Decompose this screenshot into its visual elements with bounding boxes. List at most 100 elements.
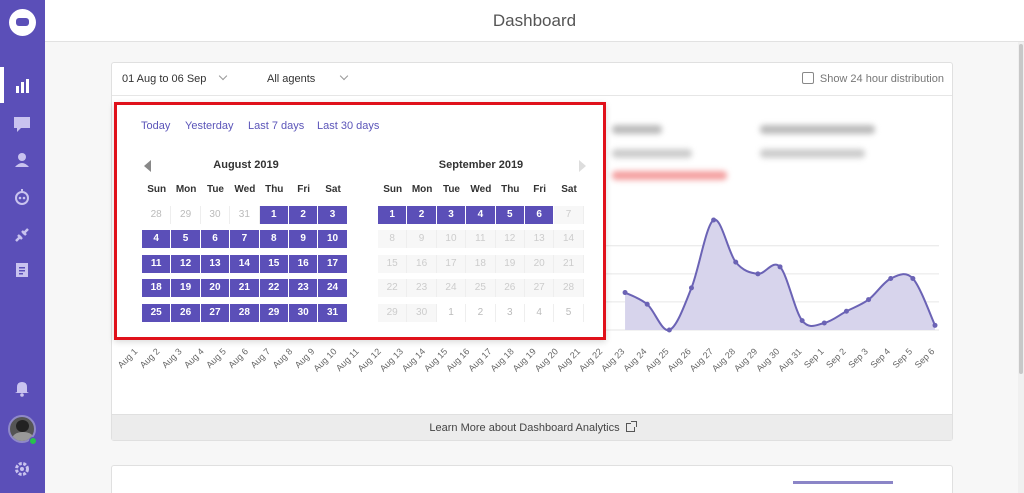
x-tick-label: Sep 3 — [846, 346, 870, 370]
calendar-day[interactable]: 4 — [142, 230, 172, 249]
external-link-icon — [625, 421, 637, 432]
x-tick-label: Sep 1 — [802, 346, 826, 370]
calendar-day[interactable]: 30 — [288, 303, 319, 322]
series-area — [625, 219, 935, 331]
calendar-day: 4 — [525, 303, 555, 322]
x-tick-label: Sep 2 — [824, 346, 848, 370]
calendar-day: 30 — [201, 205, 231, 224]
calendar-day[interactable]: 5 — [171, 230, 201, 249]
weekday-header: Sat — [325, 184, 341, 195]
calendar-day[interactable]: 9 — [288, 230, 319, 249]
calendar-day[interactable]: 22 — [259, 279, 289, 298]
analytics-icon[interactable] — [12, 76, 32, 96]
calendar-day: 2 — [466, 303, 496, 322]
calendar-day[interactable]: 1 — [378, 205, 408, 224]
calendar-day: 31 — [230, 205, 260, 224]
data-point — [755, 271, 761, 277]
calendar-day[interactable]: 1 — [259, 205, 289, 224]
calendar-day[interactable]: 10 — [318, 230, 348, 249]
preset-today[interactable]: Today — [141, 120, 171, 132]
calendar-day[interactable]: 15 — [259, 254, 289, 273]
calendar-day[interactable]: 21 — [230, 279, 260, 298]
weekday-header: Wed — [470, 184, 492, 195]
show-24h-checkbox[interactable] — [801, 72, 814, 84]
x-tick-label: Aug 20 — [533, 346, 560, 373]
blurred-stat — [612, 125, 662, 134]
x-tick-label: Sep 5 — [891, 346, 915, 370]
calendar-day: 1 — [437, 303, 467, 322]
secondary-card-bar — [793, 481, 893, 484]
x-tick-label: Aug 26 — [666, 346, 693, 373]
calendar-day[interactable]: 23 — [288, 279, 319, 298]
calendar-day[interactable]: 26 — [171, 303, 201, 322]
preset-last-30-days[interactable]: Last 30 days — [317, 120, 380, 132]
x-tick-label: Aug 16 — [444, 346, 471, 373]
data-point — [866, 297, 872, 303]
preset-last-7-days[interactable]: Last 7 days — [248, 120, 305, 132]
weekday-header: Sat — [561, 184, 577, 195]
x-tick-label: Aug 18 — [489, 346, 516, 373]
calendar-day[interactable]: 19 — [171, 279, 201, 298]
x-tick-label: Aug 29 — [732, 346, 759, 373]
show-24h-toggle[interactable]: Show 24 hour distribution — [801, 72, 944, 85]
calendar-day[interactable]: 18 — [142, 279, 172, 298]
calendar-day: 28 — [142, 205, 172, 224]
calendar-day[interactable]: 27 — [200, 303, 231, 322]
active-indicator — [0, 67, 4, 103]
learn-more-link[interactable]: Learn More about Dashboard Analytics — [112, 414, 952, 440]
scrollbar-thumb[interactable] — [1019, 44, 1023, 374]
data-point — [733, 259, 739, 265]
reports-icon[interactable] — [12, 260, 32, 280]
x-tick-label: Aug 19 — [511, 346, 538, 373]
calendar-day: 24 — [436, 279, 467, 298]
calendar-day[interactable]: 2 — [407, 205, 437, 224]
calendar-day[interactable]: 11 — [142, 254, 172, 273]
calendar-august: Sun Mon Tue Wed Thu Fri Sat 28 29 30 31 1 2 3 4 5 6 7 8 9 10… — [142, 178, 348, 326]
calendar-day[interactable]: 3 — [436, 205, 467, 224]
notifications-icon[interactable] — [12, 378, 32, 398]
bot-icon[interactable] — [12, 187, 32, 207]
weekday-header: Mon — [175, 184, 197, 195]
calendar-day[interactable]: 28 — [230, 303, 260, 322]
calendar-day[interactable]: 13 — [200, 254, 231, 273]
calendar-day[interactable]: 12 — [171, 254, 201, 273]
calendar-day[interactable]: 29 — [259, 303, 289, 322]
next-month-icon[interactable] — [579, 160, 586, 172]
prev-month-icon[interactable] — [144, 160, 151, 172]
calendar-day[interactable]: 17 — [318, 254, 348, 273]
calendar-day[interactable]: 3 — [318, 205, 348, 224]
integrations-icon[interactable] — [12, 225, 32, 245]
calendar-day: 29 — [171, 205, 201, 224]
logo-icon[interactable] — [9, 9, 36, 36]
calendar-day[interactable]: 25 — [142, 303, 172, 322]
calendar-day[interactable]: 2 — [288, 205, 319, 224]
weekday-header: Thu — [501, 184, 520, 195]
calendar-day[interactable]: 24 — [318, 279, 348, 298]
x-tick-label: Sep 6 — [913, 346, 937, 370]
data-point — [666, 327, 672, 333]
calendar-day[interactable]: 20 — [200, 279, 231, 298]
calendar-day[interactable]: 5 — [495, 205, 525, 224]
calendar-day: 22 — [378, 279, 408, 298]
conversations-icon[interactable] — [12, 114, 32, 134]
calendar-day: 10 — [436, 230, 467, 249]
x-tick-label: Aug 28 — [710, 346, 737, 373]
x-tick-label: Aug 7 — [249, 346, 273, 370]
calendar-day[interactable]: 7 — [230, 230, 260, 249]
agents-dropdown[interactable]: All agents — [267, 71, 349, 85]
date-range-dropdown[interactable]: 01 Aug to 06 Sep — [122, 71, 228, 85]
preset-yesterday[interactable]: Yesterday — [185, 120, 234, 132]
calendar-day: 26 — [495, 279, 525, 298]
calendar-day[interactable]: 6 — [524, 205, 555, 224]
calendar-day[interactable]: 16 — [288, 254, 319, 273]
secondary-card — [111, 465, 953, 493]
weekday-header: Wed — [234, 184, 256, 195]
calendar-day[interactable]: 14 — [230, 254, 260, 273]
settings-icon[interactable] — [12, 459, 32, 479]
calendar-day[interactable]: 6 — [200, 230, 231, 249]
weekday-header: Fri — [533, 184, 547, 195]
calendar-day[interactable]: 8 — [259, 230, 289, 249]
calendar-day[interactable]: 31 — [318, 303, 348, 322]
contacts-icon[interactable] — [12, 150, 32, 170]
calendar-day[interactable]: 4 — [466, 205, 496, 224]
